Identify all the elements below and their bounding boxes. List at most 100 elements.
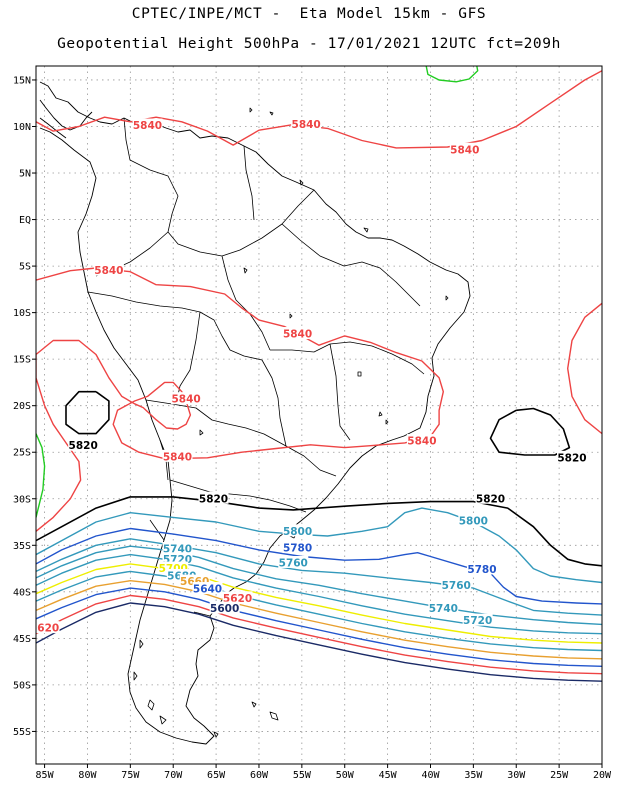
- contour-labels: 5840 5840 5840 5840 5840 5840 5840 5840 5820 5820…: [30, 117, 587, 635]
- lat-tick-label: 5N: [19, 169, 31, 180]
- lon-tick-label: 20W: [593, 770, 612, 781]
- contour-line-5700: [36, 563, 602, 644]
- contour-label-5600: 5600: [210, 603, 239, 615]
- contour-label-5840: 5840: [283, 329, 312, 341]
- contour-label-5840: 5840: [133, 120, 162, 132]
- contour-label-5820: 5820: [557, 452, 586, 464]
- contour-line-5860: [36, 433, 46, 518]
- contour-label-background: [222, 591, 253, 604]
- map-background: [36, 66, 602, 764]
- lon-tick-label: 75W: [121, 770, 140, 781]
- contour-line-5820: [36, 496, 602, 567]
- lat-tick-label: 20S: [13, 401, 31, 412]
- map-title-line-1: CPTEC/INPE/MCT - Eta Model 15km - GFS: [131, 6, 487, 22]
- lat-tick-label: 10N: [13, 122, 31, 133]
- contour-label-5840: 5840: [171, 394, 200, 406]
- contour-label-5800: 5800: [283, 526, 312, 538]
- map-title-line-2: Geopotential Height 500hPa - 17/01/2021 …: [57, 36, 561, 52]
- contour-label-background: [132, 118, 163, 131]
- contour-label-5840: 5840: [407, 436, 436, 448]
- contour-label-background: [441, 578, 472, 591]
- contour-line-5680: [36, 570, 602, 652]
- contour-label-background: [458, 514, 489, 527]
- contour-line-5660: [36, 580, 602, 660]
- contour-line-5760: [36, 538, 602, 616]
- contour-label-background: [192, 582, 223, 595]
- contour-label-background: [282, 524, 313, 537]
- lon-tick-label: 65W: [207, 770, 226, 781]
- contour-label-5620: 5620: [30, 623, 59, 635]
- lon-tick-label: 55W: [293, 770, 312, 781]
- lat-tick-label: 15N: [13, 75, 31, 86]
- lat-tick-label: 50S: [13, 680, 31, 691]
- contour-line-5840: [36, 70, 602, 149]
- contour-label-background: [291, 117, 322, 130]
- contour-line-5860: [425, 66, 479, 83]
- contour-label-background: [36, 621, 60, 634]
- contour-label-background: [449, 142, 480, 155]
- contour-label-background: [162, 542, 193, 555]
- contour-label-background: [68, 438, 99, 451]
- lon-tick-label: 50W: [336, 770, 355, 781]
- contour-label-background: [282, 327, 313, 340]
- contour-label-5820: 5820: [199, 493, 228, 505]
- contour-line-5740: [36, 545, 602, 626]
- lat-tick-label: 55S: [13, 727, 31, 738]
- contour-label-5740: 5740: [429, 603, 458, 615]
- islands: [133, 107, 449, 738]
- lat-tick-label: 25S: [13, 448, 31, 459]
- contour-label-background: [278, 555, 309, 568]
- contour-label-5720: 5720: [463, 615, 492, 627]
- contour-line-5820: [65, 390, 110, 435]
- lon-tick-label: 30W: [507, 770, 526, 781]
- lat-tick-label: 45S: [13, 634, 31, 645]
- contour-line-5620: [36, 594, 602, 675]
- contour-label-5840: 5840: [450, 144, 479, 156]
- lat-tick-label: 40S: [13, 587, 31, 598]
- contour-label-background: [406, 434, 437, 447]
- south-america-coastline: [39, 81, 471, 745]
- lon-tick-label: 45W: [379, 770, 398, 781]
- lon-tick-label: 80W: [78, 770, 97, 781]
- contour-label-5760: 5760: [442, 580, 471, 592]
- contour-label-5840: 5840: [163, 451, 192, 463]
- contour-label-5820: 5820: [476, 493, 505, 505]
- contour-line-5600: [36, 602, 602, 682]
- map-frame: [35, 65, 603, 765]
- lat-tick-label: 30S: [13, 494, 31, 505]
- contour-line-5780: [36, 527, 602, 605]
- contour-label-background: [556, 450, 587, 463]
- contour-label-background: [282, 541, 313, 554]
- contour-label-5760: 5760: [279, 557, 308, 569]
- contour-label-5820: 5820: [69, 440, 98, 452]
- axis-ticks: 85W 80W 75W 70W 65W 60W 55W 50W 45W 40W 35W 30W 25W 2…: [13, 75, 612, 781]
- contour-label-background: [428, 601, 459, 614]
- lon-tick-label: 70W: [164, 770, 183, 781]
- lat-tick-label: 5S: [19, 262, 31, 273]
- contour-label-5640: 5640: [193, 584, 222, 596]
- lon-tick-label: 25W: [550, 770, 569, 781]
- lat-tick-label: 15S: [13, 355, 31, 366]
- contour-label-background: [462, 613, 493, 626]
- lon-tick-label: 60W: [250, 770, 269, 781]
- central-america-coastline: [39, 99, 93, 139]
- contour-line-5640: [36, 587, 602, 667]
- contour-label-5780: 5780: [283, 543, 312, 555]
- contour-line-5800: [36, 507, 602, 584]
- contour-line-5820: [489, 407, 571, 456]
- contour-line-5840: [567, 302, 602, 435]
- contour-label-5800: 5800: [459, 516, 488, 528]
- lat-tick-label: 35S: [13, 541, 31, 552]
- lat-tick-label: EQ: [19, 215, 31, 226]
- lat-tick-label: 10S: [13, 308, 31, 319]
- lon-tick-label: 35W: [464, 770, 483, 781]
- contour-label-5840: 5840: [94, 265, 123, 277]
- contour-label-background: [162, 449, 193, 462]
- contour-label-background: [475, 491, 506, 504]
- contour-label-background: [198, 491, 229, 504]
- contour-label-background: [209, 601, 240, 614]
- contour-label-5840: 5840: [292, 119, 321, 131]
- contour-label-5780: 5780: [467, 564, 496, 576]
- contour-label-background: [466, 562, 497, 575]
